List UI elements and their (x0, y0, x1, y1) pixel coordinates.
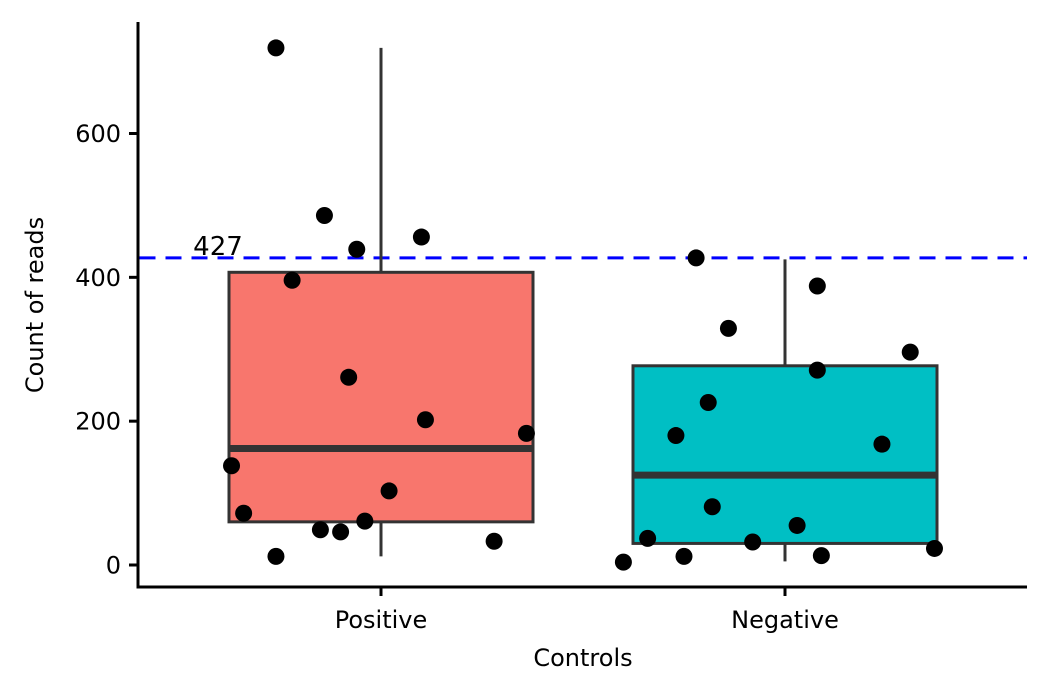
data-point-negative-15 (925, 539, 943, 557)
data-point-positive-4 (283, 271, 301, 289)
y-tick-label-200: 200 (75, 408, 121, 436)
data-point-positive-8 (340, 368, 358, 386)
y-ticks-layer: 0 200 400 600 (75, 120, 138, 580)
data-point-positive-2 (267, 39, 285, 57)
data-point-positive-13 (416, 411, 434, 429)
data-point-negative-3 (675, 547, 693, 565)
data-point-negative-2 (667, 427, 685, 445)
y-tick-label-400: 400 (75, 264, 121, 292)
data-point-negative-10 (808, 361, 826, 379)
x-axis-title: Controls (533, 644, 632, 672)
reference-line-label: 427 (193, 232, 243, 262)
data-point-negative-13 (873, 435, 891, 453)
box-rect-positive (227, 270, 535, 524)
data-point-negative-7 (719, 319, 737, 337)
data-point-positive-14 (485, 532, 503, 550)
data-point-negative-4 (687, 249, 705, 267)
boxes-layer (227, 47, 939, 562)
data-point-positive-15 (517, 424, 535, 442)
data-point-negative-1 (639, 529, 657, 547)
data-point-positive-5 (311, 521, 329, 539)
box-rect-negative (631, 364, 939, 545)
box-negative (631, 259, 939, 562)
y-axis-title: Count of reads (21, 217, 49, 393)
points-layer (223, 39, 943, 571)
data-point-positive-0 (223, 457, 241, 475)
data-point-negative-8 (744, 533, 762, 551)
data-point-positive-6 (315, 206, 333, 224)
box-positive (227, 47, 535, 557)
data-point-positive-10 (356, 512, 374, 530)
data-point-positive-12 (412, 228, 430, 246)
x-tick-label-positive: Positive (335, 606, 428, 634)
data-point-positive-3 (267, 547, 285, 565)
data-point-negative-6 (703, 498, 721, 516)
data-point-negative-0 (614, 553, 632, 571)
axes-layer (136, 22, 1027, 589)
y-tick-label-600: 600 (75, 120, 121, 148)
data-point-positive-7 (332, 523, 350, 541)
data-point-negative-12 (812, 547, 830, 565)
y-tick-label-0: 0 (106, 552, 121, 580)
reference-layer: 427 (139, 232, 1027, 262)
data-point-negative-14 (901, 343, 919, 361)
data-point-negative-5 (699, 393, 717, 411)
x-ticks-layer: Positive Negative (335, 587, 839, 634)
x-tick-label-negative: Negative (731, 606, 839, 634)
data-point-positive-1 (235, 504, 253, 522)
data-point-negative-9 (788, 516, 806, 534)
data-point-positive-9 (348, 240, 366, 258)
data-point-negative-11 (808, 277, 826, 295)
data-point-positive-11 (380, 482, 398, 500)
